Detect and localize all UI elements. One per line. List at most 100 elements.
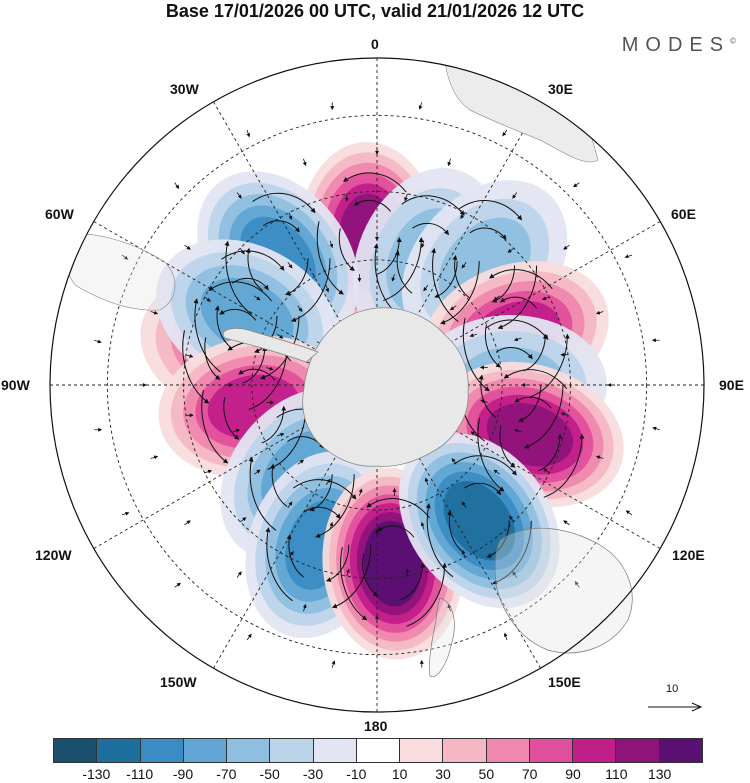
australia-landmass <box>494 527 633 654</box>
wind-arrow <box>297 459 305 465</box>
streamline <box>537 433 563 472</box>
wind-arrow <box>447 158 452 167</box>
wind-arrow <box>276 333 284 339</box>
antarctic-peninsula <box>222 328 319 363</box>
wind-arrow <box>625 510 633 516</box>
brand-mark: © <box>730 36 736 46</box>
wind-arrow <box>204 469 213 474</box>
wind-arrow <box>254 295 261 301</box>
wind-arrow <box>236 192 242 199</box>
streamline <box>425 503 454 578</box>
wind-arrow <box>246 633 252 641</box>
lon-label-120e: 120E <box>672 547 705 563</box>
streamline <box>458 200 523 221</box>
colorbar-tick-label: 70 <box>521 766 538 782</box>
wind-arrow <box>287 501 293 508</box>
wind-arrow <box>418 102 423 110</box>
streamline <box>331 544 372 609</box>
wind-arrow <box>424 477 429 486</box>
wind-arrow <box>288 212 293 221</box>
streamline <box>261 405 287 444</box>
wind-arrow <box>331 660 336 668</box>
wind-arrow <box>513 337 522 342</box>
lon-label-60w: 60W <box>45 206 74 222</box>
wind-arrow <box>302 158 307 167</box>
colorbar-tick-label: -10 <box>346 766 367 782</box>
wind-arrow <box>461 262 467 269</box>
streamline <box>401 195 465 216</box>
wind-arrow <box>470 431 478 437</box>
streamline <box>340 546 368 621</box>
wind-arrow <box>512 192 518 199</box>
streamline <box>325 544 350 582</box>
streamline <box>499 296 538 309</box>
colorbar-segment <box>54 739 98 762</box>
streamline <box>214 305 233 349</box>
streamline <box>231 277 269 291</box>
streamline <box>529 333 570 398</box>
wind-arrow <box>574 581 580 588</box>
streamline <box>316 221 344 295</box>
streamline <box>309 474 333 512</box>
wind-arrow <box>461 549 466 558</box>
streamline <box>204 337 221 380</box>
africa-landmass <box>444 60 599 163</box>
wind-arrow <box>121 254 129 260</box>
colorbar-segment <box>140 739 184 762</box>
streamline <box>286 534 305 578</box>
wind-arrow <box>174 582 181 588</box>
lon-label-150w: 150W <box>160 674 197 690</box>
wind-arrow <box>121 511 130 516</box>
wind-arrow <box>184 520 191 526</box>
streamline <box>265 527 293 602</box>
wind-arrow <box>288 551 294 558</box>
streamline <box>315 474 355 538</box>
wind-arrow <box>150 310 159 315</box>
south-america-landmass <box>61 233 176 311</box>
streamline <box>362 553 379 597</box>
wind-arrow <box>329 521 334 530</box>
colorbar-segment <box>356 739 401 762</box>
colorbar-segment <box>400 739 444 762</box>
streamline <box>489 269 553 290</box>
latitude-circle <box>106 114 648 656</box>
streamline <box>245 247 264 292</box>
wind-arrow <box>94 339 102 344</box>
streamline <box>394 250 413 294</box>
streamline <box>495 347 533 360</box>
streamline <box>464 482 502 496</box>
wind-arrow <box>254 469 261 475</box>
streamline <box>478 374 497 418</box>
wind-arrow <box>543 468 550 474</box>
wind-arrow <box>447 603 452 612</box>
wind-arrow <box>493 469 500 475</box>
streamline <box>462 317 490 392</box>
streamline <box>484 324 502 368</box>
wind-arrow <box>420 521 425 530</box>
streamline <box>366 498 430 519</box>
streamline <box>252 192 316 214</box>
wind-arrow <box>502 129 508 137</box>
streamline <box>193 298 222 373</box>
wind-arrow <box>236 571 242 578</box>
streamline <box>447 510 465 554</box>
streamline <box>523 384 564 449</box>
wind-arrow <box>503 632 508 641</box>
wind-arrow <box>573 182 580 188</box>
wind-arrow <box>423 284 429 292</box>
map-boundary <box>49 57 705 713</box>
lon-label-60e: 60E <box>671 206 696 222</box>
wind-arrow <box>325 478 331 486</box>
streamline <box>269 463 288 507</box>
anomaly-contour-band <box>443 481 516 561</box>
streamline <box>293 479 357 500</box>
wind-arrow <box>563 244 570 250</box>
wind-arrow <box>513 428 522 433</box>
streamline <box>219 308 257 321</box>
streamline <box>223 397 240 440</box>
colorbar-tick-label: -130 <box>82 766 111 782</box>
streamline <box>285 258 309 296</box>
colorbar-segment <box>227 739 271 762</box>
streamline <box>248 345 290 410</box>
wind-arrow <box>469 333 478 338</box>
